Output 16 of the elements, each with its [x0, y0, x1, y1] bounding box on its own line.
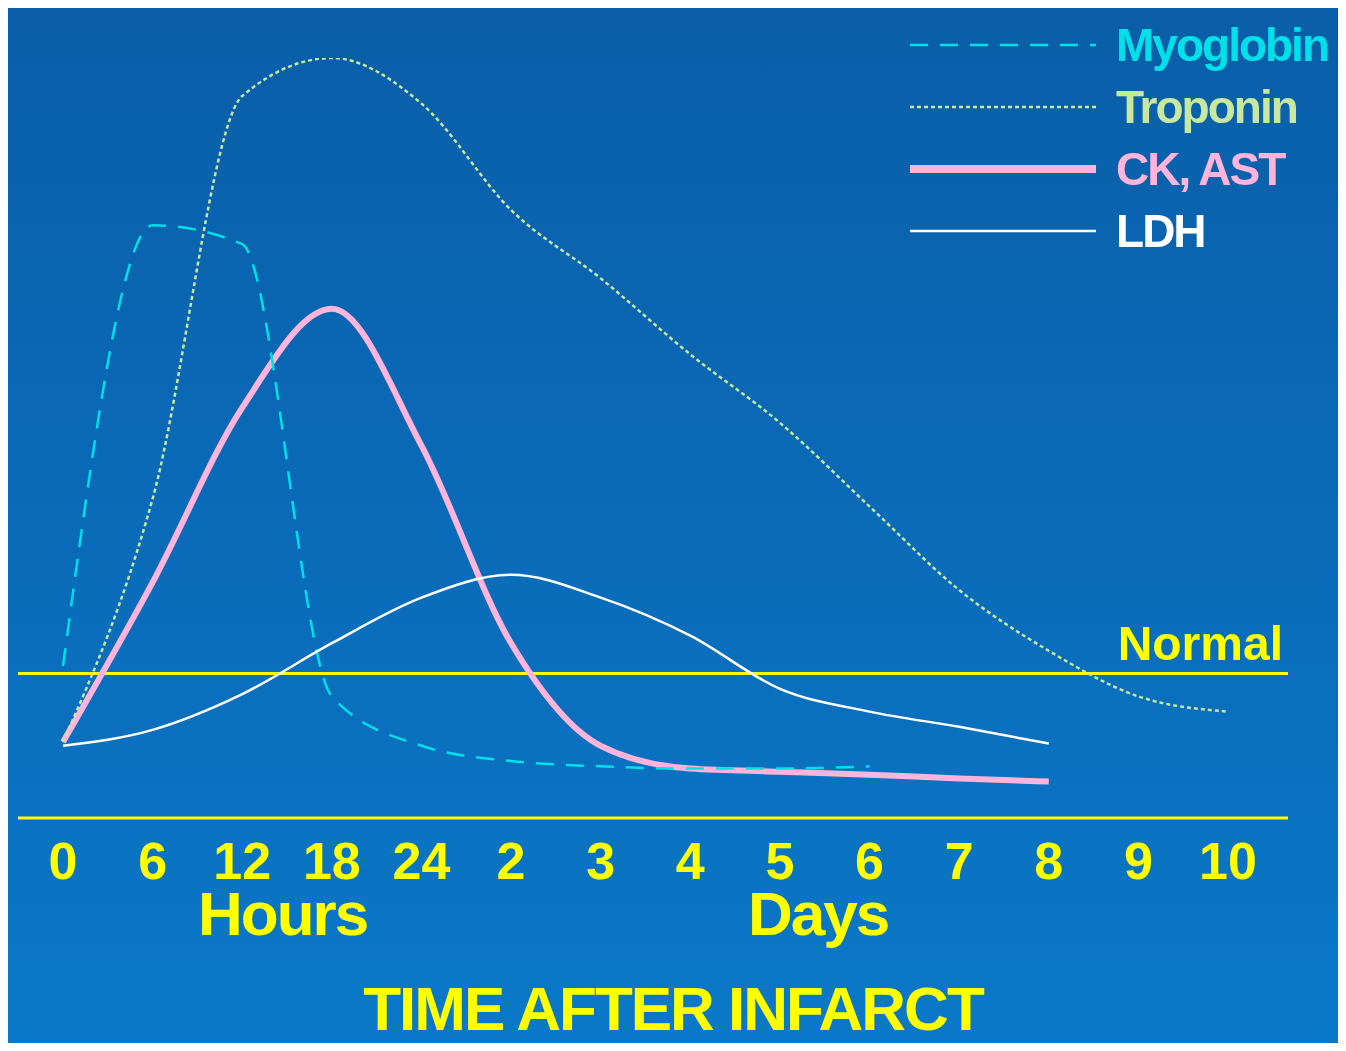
x-tick-label: 24 [392, 831, 451, 890]
x-tick-label: 7 [944, 831, 974, 890]
x-tick-label: 3 [586, 831, 616, 890]
ref-line-label: Normal [1117, 616, 1283, 670]
legend-label: LDH [1116, 204, 1205, 258]
legend-label: CK, AST [1116, 142, 1285, 196]
legend-label: Troponin [1116, 80, 1297, 134]
x-tick-label: 6 [138, 831, 168, 890]
x-tick-label: 9 [1123, 831, 1153, 890]
x-tick-label: 8 [1034, 831, 1064, 890]
x-tick-label: 0 [48, 831, 78, 890]
x-tick-label: 10 [1199, 831, 1257, 890]
x-tick-label: 4 [675, 831, 705, 890]
x-tick-label: 2 [496, 831, 526, 890]
x-axis-title: TIME AFTER INFARCT [362, 973, 985, 1044]
legend-label: Myoglobin [1116, 18, 1328, 72]
